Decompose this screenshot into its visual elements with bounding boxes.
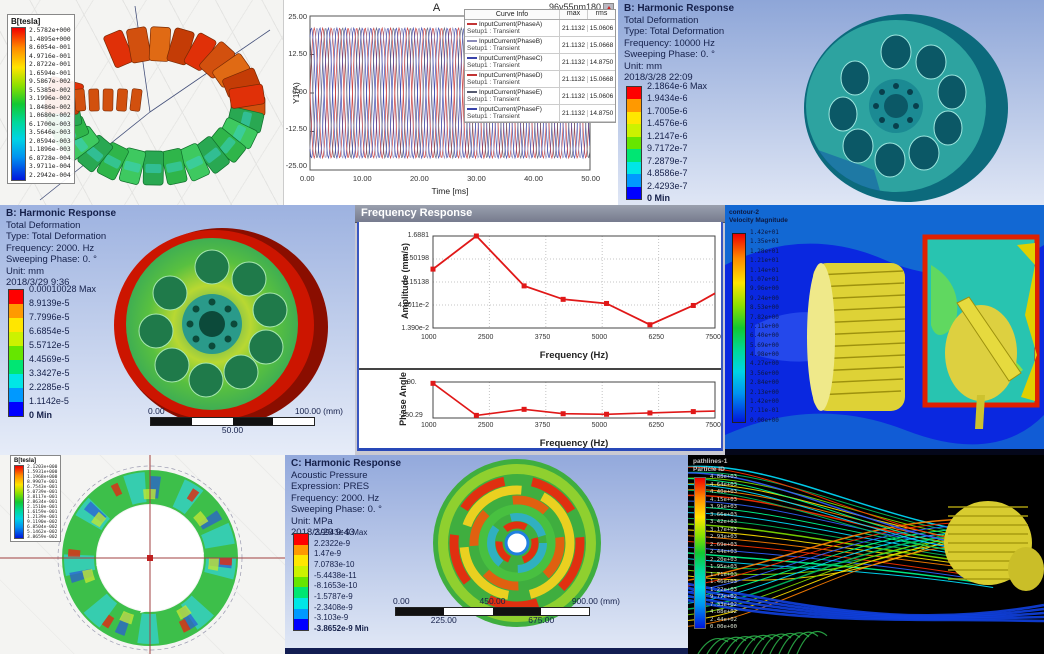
flywheel-render-red-green [114,228,328,426]
result-title: C: Harmonic Response [291,458,402,469]
curve-row[interactable]: InputCurrent(PhaseB) Setup1 : Transient … [465,37,615,54]
amplitude-curve [430,233,716,329]
velocity-contour-render [725,205,1044,455]
result-info-lines: Total Deformation Type: Total Deformation… [6,219,107,289]
x-ticks: 0.00 10.00 20.00 30.00 40.00 50.00 [300,174,600,183]
result-info: B: Harmonic Response Total Deformation Ty… [624,3,734,84]
panel-harmonic-2000hz: B: Harmonic Response Total Deformation Ty… [0,205,355,455]
result-title: B: Harmonic Response [624,3,735,14]
curve-row[interactable]: InputCurrent(PhaseE) Setup1 : Transient … [465,88,615,105]
col-curve-info: Curve Info [465,10,560,19]
curve-info-table: Curve Info max rms InputCurrent(PhaseA) … [464,9,616,123]
amplitude-chart: Amplitude (mm/s) 1.6881 0.50198 0.15138 4.6… [359,228,725,346]
curve-row[interactable]: InputCurrent(PhaseC) Setup1 : Transient … [465,54,615,71]
window-titlebar[interactable]: Frequency Response [355,205,725,223]
legend-colorbar [11,27,26,181]
legend-values: 2.1203e+000 1.5931e+000 1.1968e+000 8.9907e… [27,465,58,540]
amplitude-xlabel: Frequency (Hz) [539,350,609,361]
plot-corner-label: 96v55nm180 [548,2,601,12]
result-info-lines: Acoustic Pressure Expression: PRES Frequen… [291,469,382,539]
curve-row[interactable]: InputCurrent(PhaseA) Setup1 : Transient … [465,20,615,37]
panel-harmonic-10000hz: B: Harmonic Response Total Deformation Ty… [618,0,1044,205]
panel-maxwell-torus: B[tesla] 2.5782e+000 1.4895e+000 8.6054e-0… [0,0,283,205]
panel-current-plot: A 96v55nm180 Y1(A) 25.00 12.50 0.00 -12.50-… [283,0,619,205]
b-field-legend: B[tesla] 2.1203e+000 1.5931e+000 1.1968e+0… [10,455,62,542]
result-info-lines: Total Deformation Type: Total Deformation… [624,14,725,84]
velocity-colorbar: 1.42e+01 1.35e+01 1.28e+01 1.21e+01 1.14e+01… [732,230,779,423]
panel-maxwell-rotor: B[tesla] 2.1203e+000 1.5931e+000 1.1968e+0… [0,455,285,654]
phase-ytick-min: -150.29 [399,412,423,419]
pathlines-legend-title: pathlines-1 Particle ID [693,458,728,473]
deformation-colorbar: 0.00010028 Max 8.9139e-5 7.7996e-5 6.6854e-… [8,285,96,420]
rotor-field-render [0,455,285,654]
b-field-legend: B[tesla] 2.5782e+000 1.4895e+000 8.6054e-0… [7,14,75,184]
curve-row[interactable]: InputCurrent(PhaseD) Setup1 : Transient … [465,71,615,88]
legend-values: 2.5782e+000 1.4895e+000 8.6054e-001 4.9716e… [29,27,71,179]
gear-render [807,263,906,411]
y-ticks: 25.00 12.50 0.00 -12.50 -25.00 [285,12,307,170]
window-title: Frequency Response [361,207,473,219]
phase-ytick-90: 90. [407,379,417,386]
acoustic-disc-render [433,459,601,627]
phase-chart: Phase Angle 90. -150.29 1000 2500 3750 5000… [359,372,725,434]
col-max: max [560,10,588,19]
result-title: B: Harmonic Response [6,208,117,219]
result-info: C: Harmonic Response Acoustic Pressure Ex… [291,458,401,539]
particle-id-colorbar: 4.88e+03 4.64e+03 4.40e+03 4.15e+03 3.91e+03… [694,474,737,630]
legend-title: B[tesla] [14,458,37,464]
legend-title: B[tesla] [11,17,41,26]
pathlines-render [688,465,1044,654]
scale-bar: 0.00 100.00 (mm) 50.00 [148,406,343,435]
pressure-colorbar: 2.9943e-9 Max 2.2322e-9 1.47e-9 7.0783e-10-… [293,529,369,632]
curve-rows: InputCurrent(PhaseA) Setup1 : Transient … [465,20,615,122]
panel-frequency-response-window: Frequency Response Amplitude (mm/s) 1.68… [355,205,725,455]
phase-curve [430,380,716,419]
amplitude-yticks: 1.6881 0.50198 0.15138 4.6011e-2 1.390e-2 [397,232,429,332]
amplitude-xticks: 1000 2500 3750 5000 6250 7500 [421,334,721,341]
chart-divider [359,368,721,370]
result-info: B: Harmonic Response Total Deformation Ty… [6,208,116,289]
panel-acoustic-pressure: C: Harmonic Response Acoustic Pressure Ex… [285,455,688,654]
phase-xlabel: Frequency (Hz) [539,438,609,449]
phase-xticks: 1000 2500 3750 5000 6250 7500 [421,422,721,429]
scale-bar: 0.00 450.00 900.00 (mm) 225.00 675.00 [393,596,620,625]
panel-bottom-strip [725,449,1044,455]
col-rms: rms [595,10,608,17]
contour-legend-title: contour-2 Velocity Magnitude [729,209,788,224]
window-content: Amplitude (mm/s) 1.6881 0.50198 0.15138 4.6… [357,222,723,451]
curve-row[interactable]: InputCurrent(PhaseF) Setup1 : Transient … [465,105,615,122]
panel-bottom-strip [285,648,688,654]
deformation-colorbar: 2.1864e-6 Max 1.9434e-6 1.7005e-6 1.4576e-6… [626,82,707,202]
panel-cfd-pathlines: pathlines-1 Particle ID 4.88e+03 4.64e+03… [688,455,1044,654]
plot-title: A [432,2,441,14]
legend-colorbar [14,465,24,539]
panel-cfd-velocity: contour-2 Velocity Magnitude 1.42e+01 1.3… [725,205,1044,455]
x-axis-label: Time [ms] [431,186,469,196]
flywheel-render-teal [804,14,1008,202]
